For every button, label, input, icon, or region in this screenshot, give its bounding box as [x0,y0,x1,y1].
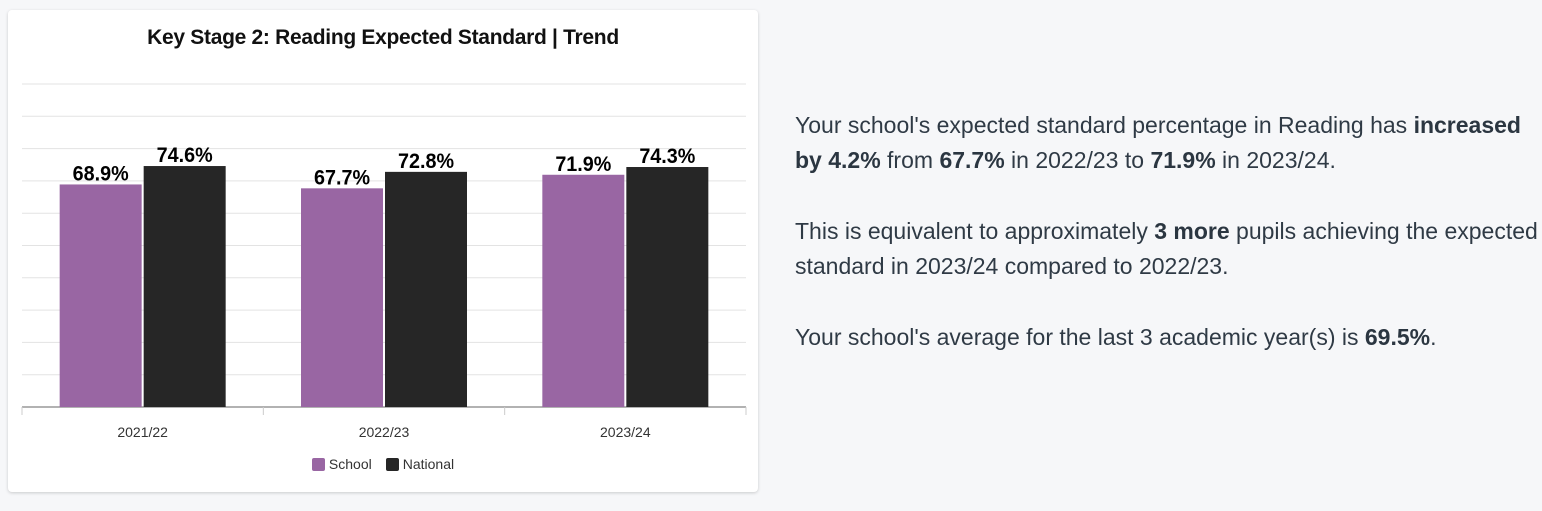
chart-legend: School National [8,456,758,472]
data-label: 74.6% [157,144,213,167]
bar-chart: 2021/22 68.9% 74.6% 2022/23 67.7% 72.8% 2023/2… [21,83,747,440]
summary-change-text: Your school's expected standard percenta… [795,112,1521,173]
legend-label-school: School [328,456,372,472]
chart-title: Key Stage 2: Reading Expected Standard |… [147,26,619,49]
bar-national [626,167,709,407]
chart-card: Key Stage 2: Reading Expected Standard |… [8,10,758,492]
trend-summary: Your school's expected standard percenta… [795,108,1540,391]
x-tick-label: 2021/22 [117,424,168,440]
legend-label-national: National [402,456,455,472]
data-label: 67.7% [314,166,370,189]
x-tick-label: 2023/24 [600,424,651,440]
legend-swatch-national [385,457,399,471]
bar-school [542,174,625,407]
data-label: 71.9% [555,153,611,176]
data-label: 74.3% [639,145,695,168]
bar-school [59,184,142,407]
bar-school [301,188,383,407]
x-tick-label: 2022/23 [359,424,410,440]
bar-national [143,166,226,407]
legend-item-school[interactable]: School [311,456,372,472]
legend-swatch-school [311,457,325,471]
bar-national [385,171,467,407]
legend-item-national[interactable]: National [385,456,455,472]
data-label: 72.8% [398,150,454,173]
data-label: 68.9% [73,162,129,185]
summary-average-text: Your school's average for the last 3 aca… [795,324,1437,350]
summary-pupils-text: This is equivalent to approximately 3 mo… [795,218,1538,279]
